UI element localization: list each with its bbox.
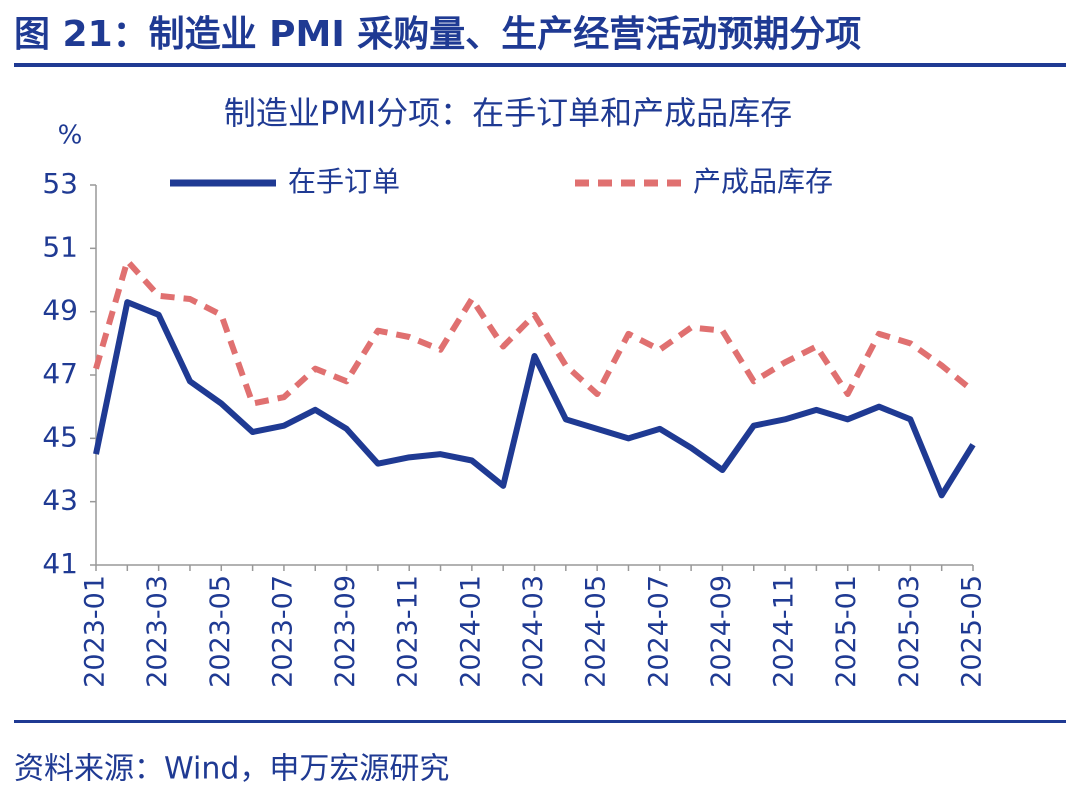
- y-tick-label: 43: [42, 484, 78, 517]
- y-tick-label: 53: [42, 167, 78, 200]
- x-tick-label: 2025-05: [957, 575, 988, 688]
- x-tick-label: 2024-05: [581, 575, 612, 688]
- y-tick-label: 41: [42, 547, 78, 580]
- y-tick-label: 51: [42, 230, 78, 263]
- footer-rule: [14, 720, 1066, 723]
- series-line: [93, 299, 976, 499]
- source: 资料来源：Wind，申万宏源研究: [14, 752, 449, 787]
- figure-title: 图 21：制造业 PMI 采购量、生产经营活动预期分项: [14, 14, 861, 55]
- y-tick-label: 47: [42, 357, 78, 390]
- y-tick-label: 49: [42, 294, 78, 327]
- x-tick-label: 2024-09: [706, 575, 737, 688]
- x-tick-label: 2023-09: [330, 575, 361, 688]
- x-tick-label: 2023-05: [205, 575, 236, 688]
- title-rule: [14, 63, 1066, 67]
- x-tick-label: 2024-01: [455, 575, 486, 688]
- x-tick-label: 2023-03: [142, 575, 173, 688]
- x-tick-label: 2025-01: [831, 575, 862, 688]
- y-tick-label: 45: [42, 420, 78, 453]
- y-axis-label: %: [58, 121, 83, 151]
- x-tick-label: 2024-11: [769, 575, 800, 688]
- x-tick-label: 2023-01: [80, 575, 111, 688]
- legend-label: 产成品库存: [693, 165, 833, 198]
- x-tick-label: 2025-03: [894, 575, 925, 688]
- x-tick-label: 2024-07: [643, 575, 674, 688]
- x-tick-label: 2023-11: [393, 575, 424, 688]
- chart-title: 制造业PMI分项：在手订单和产成品库存: [224, 94, 792, 132]
- x-tick-label: 2024-03: [518, 575, 549, 688]
- series-line: [93, 258, 975, 407]
- x-tick-label: 2023-07: [267, 575, 298, 688]
- legend-label: 在手订单: [288, 165, 400, 198]
